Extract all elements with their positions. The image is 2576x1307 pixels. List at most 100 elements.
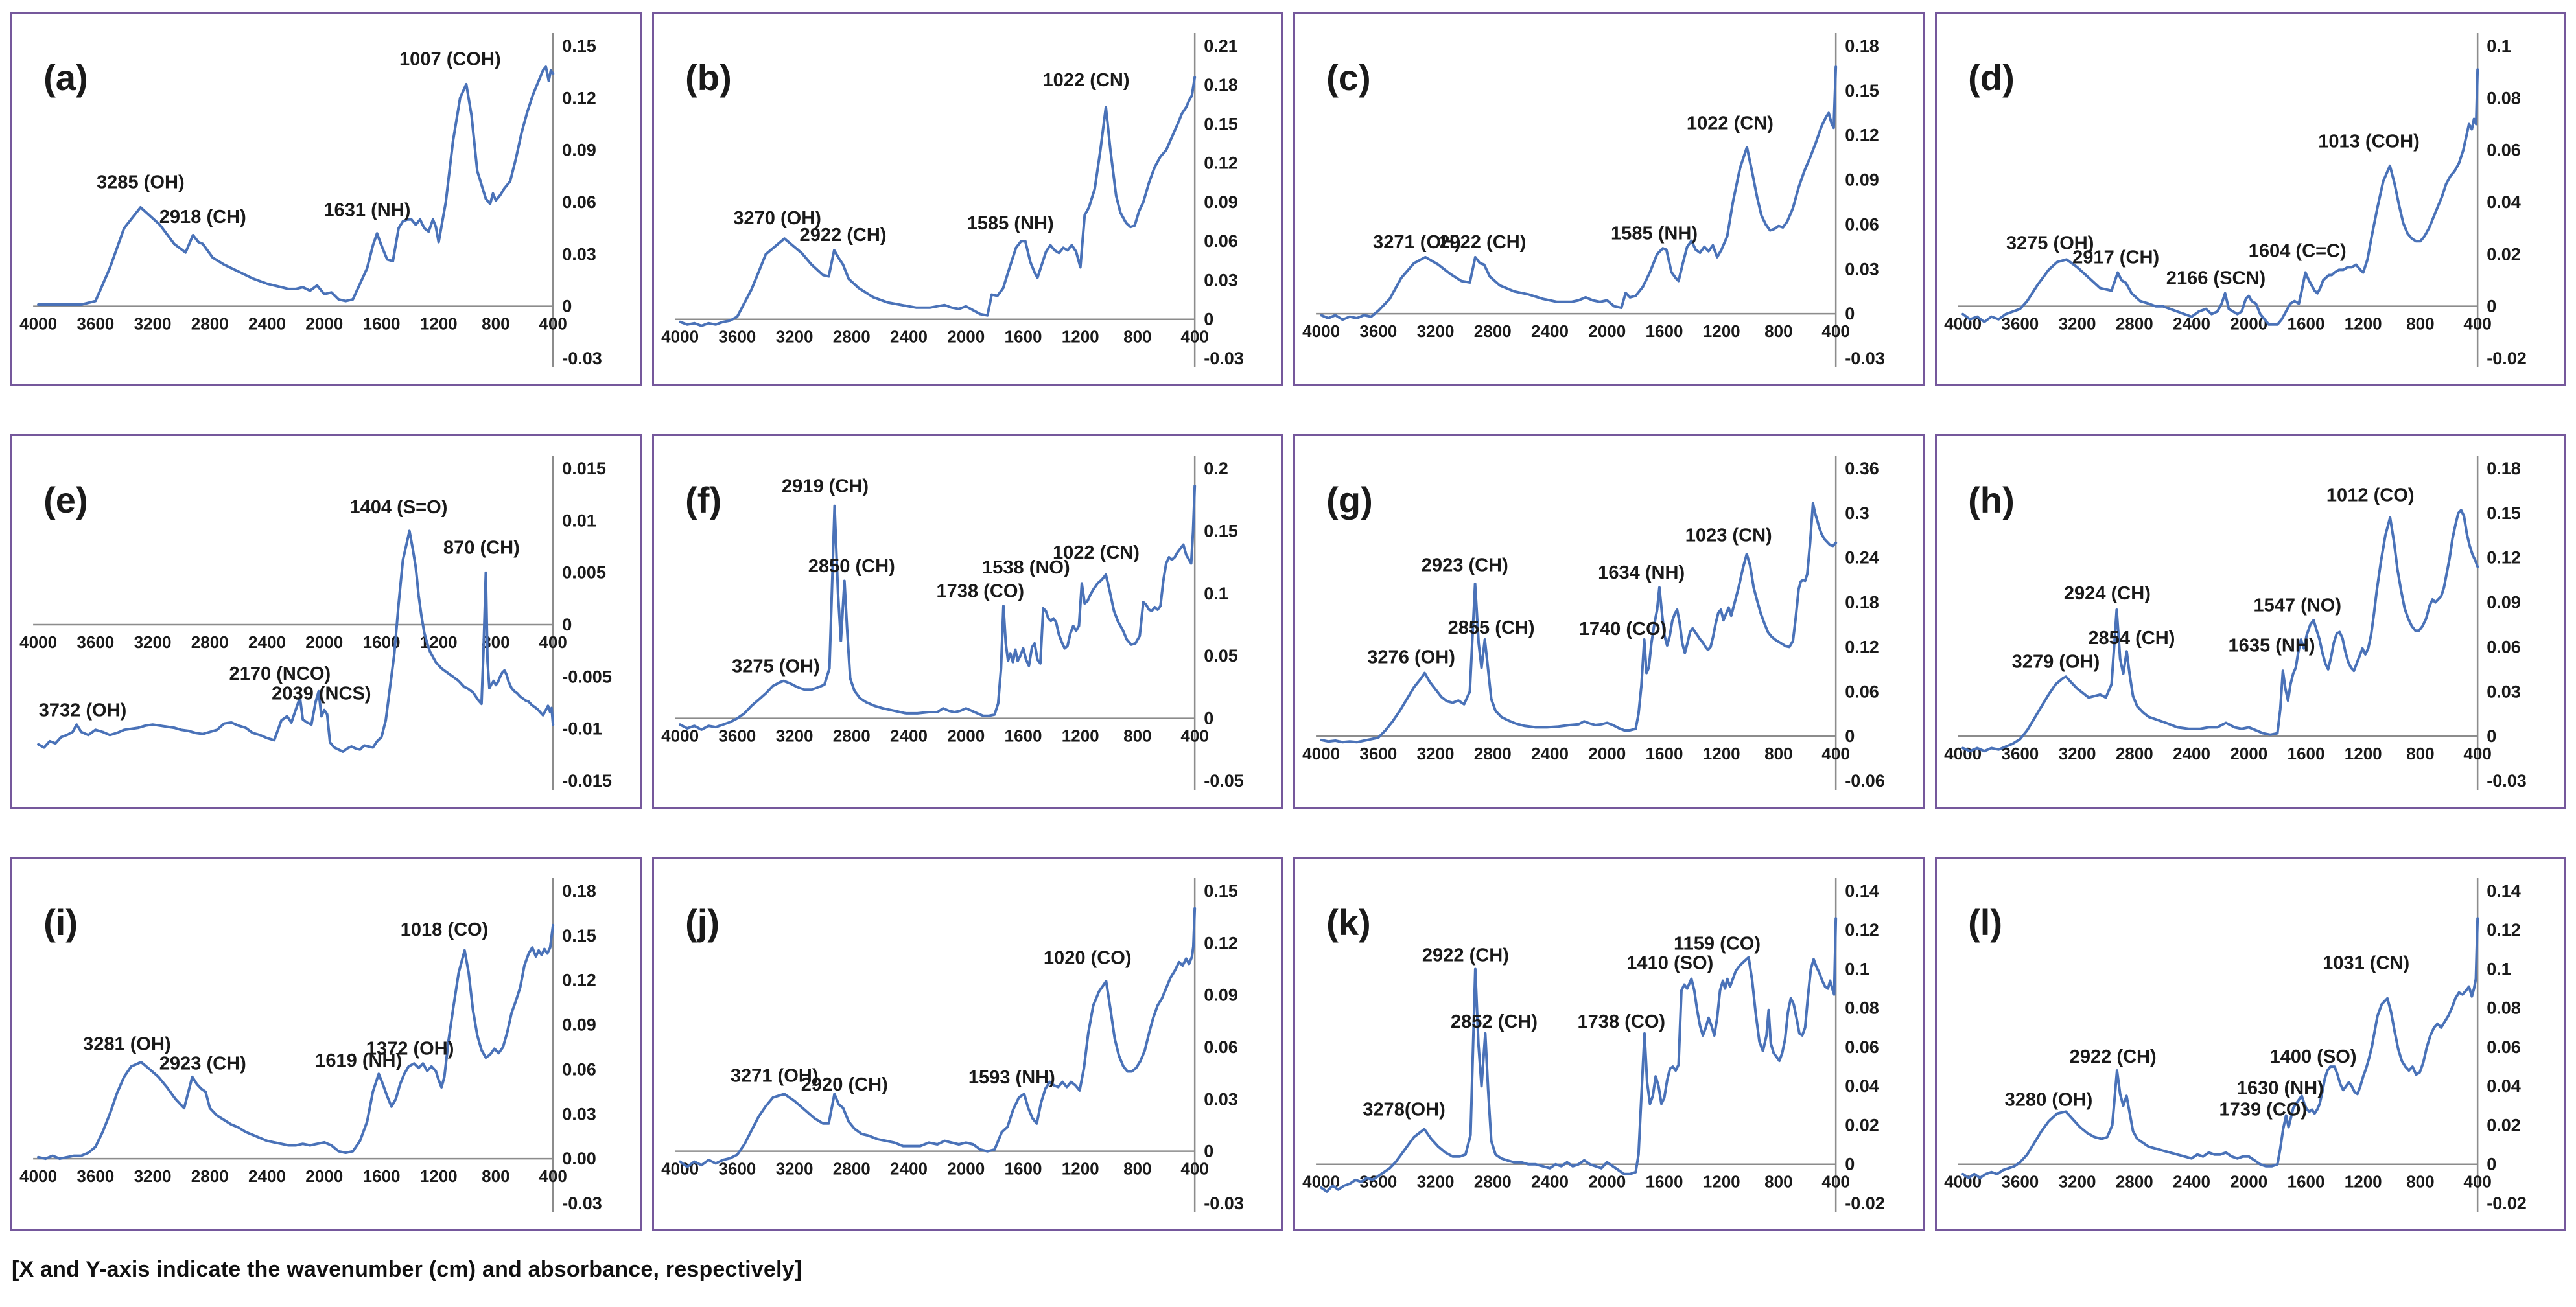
spectrum-chart-b: (b) 0.21 0.18 0.15 0.12 0.09 0.06 0.03 0 -0.03 400… bbox=[661, 33, 1244, 368]
peak-annotation: 1022 (CN) bbox=[1052, 542, 1139, 563]
y-tick-label: 0 bbox=[1845, 304, 1855, 323]
x-tick-label: 2400 bbox=[890, 726, 928, 746]
peak-annotation: 3275 (OH) bbox=[732, 656, 820, 677]
spectra-grid: (a) 0.15 0.12 0.09 0.06 0.03 0 -0.03 4000 3600 320… bbox=[10, 12, 2566, 1231]
y-tick-label: 0.12 bbox=[2487, 920, 2521, 940]
peak-annotation: 2919 (CH) bbox=[781, 476, 868, 497]
y-tick-label: 0.00 bbox=[562, 1149, 596, 1168]
y-tick-label: 0.02 bbox=[2487, 244, 2521, 264]
peak-annotation: 2917 (CH) bbox=[2072, 247, 2159, 268]
x-tick-label: 400 bbox=[1821, 321, 1849, 341]
x-tick-label: 1200 bbox=[2344, 1172, 2382, 1192]
x-tick-label: 3600 bbox=[718, 1159, 756, 1179]
x-tick-label: 800 bbox=[1764, 321, 1792, 341]
x-tick-label: 4000 bbox=[19, 1166, 57, 1186]
x-tick-label: 3200 bbox=[775, 1159, 813, 1179]
peak-annotation: 1020 (CO) bbox=[1043, 947, 1131, 968]
peak-annotation: 2920 (CH) bbox=[801, 1074, 887, 1095]
x-tick-label: 2800 bbox=[2115, 744, 2153, 763]
x-tick-label: 2800 bbox=[1474, 321, 1512, 341]
x-tick-label: 800 bbox=[2406, 744, 2434, 763]
spectrum-panel-l: (l) 0.14 0.12 0.1 0.08 0.06 0.04 0.02 0 -0.02 4000… bbox=[1934, 857, 2566, 1231]
x-tick-label: 1600 bbox=[1645, 744, 1683, 763]
x-tick-label: 2000 bbox=[305, 632, 343, 652]
y-tick-label: 0.15 bbox=[562, 926, 596, 945]
y-tick-label: 0.15 bbox=[1204, 521, 1238, 540]
x-tick-label: 2000 bbox=[2230, 744, 2267, 763]
peak-annotation: 1630 (NH) bbox=[2236, 1078, 2323, 1098]
peak-annotation: 2923 (CH) bbox=[159, 1053, 246, 1074]
x-tick-label: 2400 bbox=[890, 327, 928, 347]
y-tick-label: 0.03 bbox=[1845, 259, 1879, 279]
peak-annotation: 1593 (NH) bbox=[968, 1067, 1055, 1088]
peak-annotation: 1404 (S=O) bbox=[349, 497, 447, 518]
x-tick-label: 1600 bbox=[1645, 321, 1683, 341]
y-tick-label: 0.015 bbox=[562, 459, 606, 478]
x-tick-label: 4000 bbox=[19, 314, 57, 334]
x-tick-label: 400 bbox=[1821, 1172, 1849, 1192]
y-tick-label: 0 bbox=[2487, 1155, 2496, 1174]
x-tick-label: 1200 bbox=[2344, 314, 2382, 334]
x-tick-label: 2800 bbox=[832, 1159, 870, 1179]
spectrum-panel-j: (j) 0.15 0.12 0.09 0.06 0.03 0 -0.03 4000 3600 320… bbox=[651, 857, 1283, 1231]
panel-label-c: (c) bbox=[1326, 57, 1371, 98]
panel-label-k: (k) bbox=[1326, 902, 1371, 943]
x-tick-label: 1200 bbox=[420, 1166, 458, 1186]
x-tick-label: 800 bbox=[1123, 726, 1151, 746]
x-tick-label: 800 bbox=[482, 1166, 509, 1186]
peak-annotation: 1400 (SO) bbox=[2269, 1047, 2356, 1067]
x-tick-label: 3200 bbox=[2058, 1172, 2096, 1192]
x-tick-label: 3600 bbox=[76, 314, 114, 334]
y-tick-label: 0.24 bbox=[1845, 548, 1879, 568]
y-tick-label: 0.36 bbox=[1845, 459, 1879, 478]
y-tick-label: 0.3 bbox=[1845, 503, 1869, 523]
y-tick-label: 0.05 bbox=[1204, 646, 1238, 665]
y-tick-label: 0.09 bbox=[1204, 192, 1238, 212]
x-tick-label: 2400 bbox=[1531, 744, 1569, 763]
spectrum-line bbox=[37, 923, 555, 1161]
y-tick-label: 0.06 bbox=[1845, 682, 1879, 701]
x-tick-label: 1600 bbox=[362, 314, 400, 334]
x-tick-label: 2800 bbox=[832, 327, 870, 347]
x-tick-label: 400 bbox=[1180, 1159, 1208, 1179]
x-tick-label: 3600 bbox=[2001, 1172, 2039, 1192]
x-tick-label: 3600 bbox=[1359, 321, 1397, 341]
peak-annotation: 3271 (OH) bbox=[1373, 232, 1461, 253]
peak-annotation: 3271 (OH) bbox=[730, 1066, 818, 1087]
x-tick-label: 2800 bbox=[2115, 1172, 2153, 1192]
y-tick-label: 0.06 bbox=[2487, 1037, 2521, 1057]
y-tick-label: 0 bbox=[1204, 709, 1213, 728]
y-tick-label: -0.03 bbox=[1204, 349, 1244, 368]
x-tick-label: 3200 bbox=[1417, 744, 1455, 763]
spectrum-panel-c: (c) 0.18 0.15 0.12 0.09 0.06 0.03 0 -0.03 4000 360… bbox=[1293, 12, 1925, 386]
panel-label-j: (j) bbox=[685, 902, 720, 943]
y-tick-label: 0.09 bbox=[562, 141, 596, 160]
peak-annotation: 1547 (NO) bbox=[2253, 595, 2341, 616]
x-tick-label: 1600 bbox=[2287, 1172, 2324, 1192]
y-tick-label: 0.14 bbox=[2487, 881, 2521, 901]
x-tick-label: 2800 bbox=[832, 726, 870, 746]
panel-label-d: (d) bbox=[1968, 57, 2015, 98]
y-tick-label: 0.12 bbox=[1204, 933, 1238, 953]
spectrum-panel-a: (a) 0.15 0.12 0.09 0.06 0.03 0 -0.03 4000 3600 320… bbox=[10, 12, 642, 386]
panel-label-b: (b) bbox=[685, 57, 732, 98]
x-tick-label: 2000 bbox=[947, 726, 985, 746]
y-tick-label: 0.1 bbox=[1845, 960, 1869, 979]
peak-annotation: 1604 (C=C) bbox=[2248, 240, 2346, 261]
x-tick-label: 3600 bbox=[76, 632, 114, 652]
y-tick-label: 0.06 bbox=[1845, 1037, 1879, 1057]
peak-annotation: 1585 (NH) bbox=[966, 213, 1053, 234]
peak-annotation: 1538 (NO) bbox=[982, 557, 1070, 578]
spectrum-panel-e: (e) 0.015 0.01 0.005 0 -0.005 -0.01 -0.015 4000 3… bbox=[10, 434, 642, 809]
panel-label-h: (h) bbox=[1968, 480, 2015, 520]
x-tick-label: 4000 bbox=[661, 327, 699, 347]
y-tick-label: -0.02 bbox=[2487, 349, 2527, 368]
spectrum-chart-e: (e) 0.015 0.01 0.005 0 -0.005 -0.01 -0.015 4000 3… bbox=[19, 456, 612, 791]
y-tick-label: -0.02 bbox=[2487, 1194, 2527, 1213]
x-tick-label: 2400 bbox=[1531, 321, 1569, 341]
y-tick-label: 0.03 bbox=[1204, 1089, 1238, 1109]
y-tick-label: 0.04 bbox=[2487, 1076, 2521, 1096]
x-tick-label: 1600 bbox=[362, 1166, 400, 1186]
